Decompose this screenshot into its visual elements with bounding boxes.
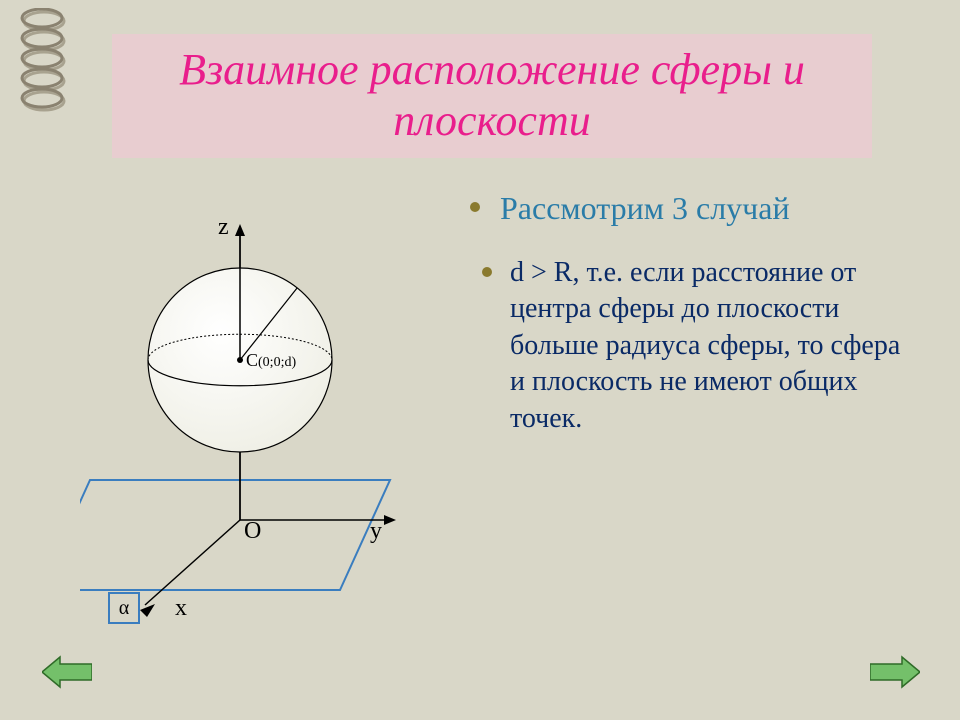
center-label-coords: (0;0;d) xyxy=(258,355,296,370)
slide-root: Взаимное расположение сферы и плоскости … xyxy=(0,0,960,720)
next-slide-button[interactable] xyxy=(870,655,920,689)
subtitle-bullet-icon xyxy=(470,202,480,212)
center-label-letter: С xyxy=(246,350,258,370)
axis-label-x: x xyxy=(175,595,187,622)
body-bullet-icon xyxy=(482,267,492,277)
subtitle-text: Рассмотрим 3 случай xyxy=(500,190,790,227)
sphere-plane-diagram xyxy=(80,220,440,650)
slide-title-text: Взаимное расположение сферы и плоскости xyxy=(112,45,872,146)
slide-title: Взаимное расположение сферы и плоскости xyxy=(112,34,872,158)
sphere-center-label: С(0;0;d) xyxy=(246,350,296,371)
spiral-binding-icon xyxy=(18,8,70,120)
body-text: d > R, т.е. если расстояние от центра сф… xyxy=(510,255,910,437)
origin-label: O xyxy=(244,518,261,545)
plane-alpha-label: α xyxy=(108,592,140,624)
axis-label-z: z xyxy=(218,214,229,241)
prev-slide-button[interactable] xyxy=(42,655,92,689)
axis-label-y: y xyxy=(370,518,382,545)
